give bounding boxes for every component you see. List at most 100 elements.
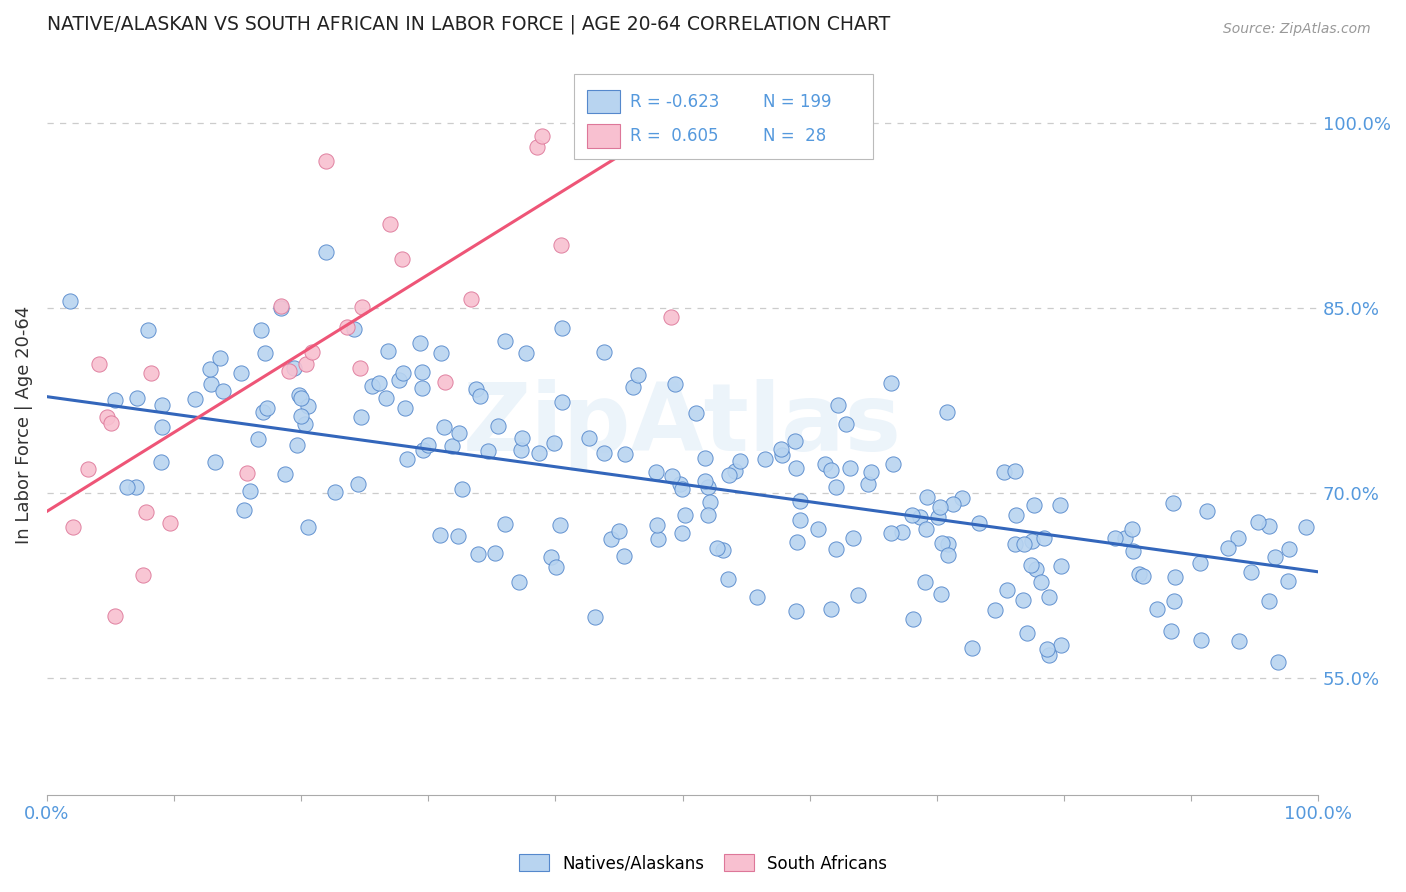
Point (159, 516, 181, 530)
Point (846, 588, 869, 602)
Point (540, 550, 562, 565)
Point (960, 640, 983, 655)
Point (745, 590, 768, 604)
Point (246, 432, 269, 446)
Point (104, 609, 127, 624)
Point (527, 446, 550, 460)
Point (287, 388, 309, 402)
Point (1197, 504, 1219, 518)
Point (183, 392, 205, 406)
Point (198, 362, 221, 376)
Point (460, 292, 482, 306)
Point (429, 528, 451, 542)
Point (374, 391, 396, 405)
Point (825, 541, 848, 556)
Point (578, 432, 600, 446)
Point (1004, 537, 1026, 551)
Point (484, 546, 506, 560)
Point (820, 601, 842, 615)
Point (96, 410, 118, 425)
Point (1189, 632, 1212, 647)
Point (294, 357, 316, 371)
Point (1146, 602, 1168, 616)
Text: ZipAtlas: ZipAtlas (463, 379, 903, 471)
Point (1247, 516, 1270, 530)
Point (785, 434, 807, 449)
Point (935, 404, 957, 418)
Point (411, 381, 433, 395)
Point (929, 500, 952, 514)
Point (486, 419, 509, 434)
Point (717, 572, 740, 586)
Point (510, 431, 533, 445)
Text: N =  28: N = 28 (762, 127, 825, 145)
Point (1050, 558, 1073, 573)
Point (336, 320, 359, 334)
Y-axis label: In Labor Force | Age 20-64: In Labor Force | Age 20-64 (15, 306, 32, 544)
Point (859, 465, 882, 479)
Point (929, 586, 952, 600)
Point (699, 495, 721, 509)
Point (717, 467, 740, 482)
Point (908, 510, 931, 524)
Point (150, 455, 173, 469)
Point (890, 525, 912, 540)
Point (661, 468, 683, 483)
Point (380, 217, 402, 231)
Point (343, 322, 366, 336)
Point (1122, 544, 1144, 558)
Point (350, 300, 373, 314)
Point (820, 463, 842, 477)
Point (274, 467, 297, 482)
Point (510, 443, 533, 458)
Point (1004, 464, 1026, 478)
Point (1049, 498, 1071, 512)
Point (58, 293, 80, 308)
Point (671, 483, 693, 497)
Point (917, 490, 939, 504)
Legend: Natives/Alaskans, South Africans: Natives/Alaskans, South Africans (512, 847, 894, 880)
Point (696, 508, 718, 522)
FancyBboxPatch shape (588, 90, 620, 113)
Point (1029, 575, 1052, 590)
Point (1164, 570, 1187, 584)
Point (1121, 522, 1143, 536)
Point (695, 450, 717, 465)
Point (508, 574, 530, 589)
Point (515, 346, 537, 360)
Point (706, 541, 728, 556)
Point (1038, 590, 1060, 604)
Point (315, 245, 337, 260)
Point (856, 477, 879, 491)
Point (287, 438, 309, 452)
Point (349, 361, 371, 376)
Point (1227, 634, 1250, 648)
Point (361, 379, 384, 393)
Point (250, 323, 273, 337)
Point (467, 547, 489, 561)
Point (551, 321, 574, 335)
Point (842, 531, 865, 545)
Point (645, 465, 668, 479)
Point (1012, 593, 1035, 607)
FancyBboxPatch shape (575, 73, 873, 159)
Point (212, 384, 235, 398)
Point (346, 477, 368, 491)
Point (204, 455, 226, 469)
Point (297, 399, 319, 413)
Point (825, 479, 848, 493)
Point (253, 345, 276, 359)
Point (132, 568, 155, 582)
Point (440, 438, 463, 452)
Text: NATIVE/ALASKAN VS SOUTH AFRICAN IN LABOR FORCE | AGE 20-64 CORRELATION CHART: NATIVE/ALASKAN VS SOUTH AFRICAN IN LABOR… (46, 15, 890, 35)
Point (685, 406, 707, 420)
Point (323, 485, 346, 500)
Point (613, 447, 636, 461)
Point (434, 375, 457, 389)
Point (927, 510, 949, 524)
Point (277, 364, 299, 378)
Point (1015, 626, 1038, 640)
Point (735, 91, 758, 105)
Point (451, 483, 474, 497)
Point (433, 420, 456, 434)
